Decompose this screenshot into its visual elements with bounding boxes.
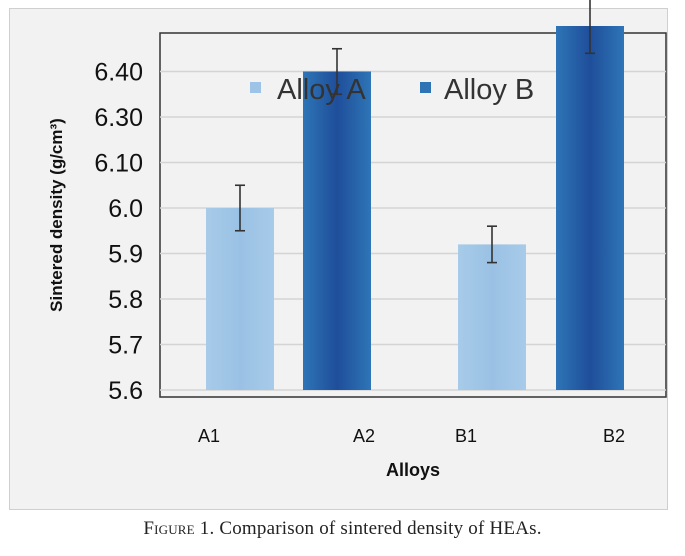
y-tick-label: 6.10	[94, 150, 143, 178]
x-axis-label: Alloys	[386, 460, 440, 480]
y-tick-labels: 5.6 5.7 5.8 5.9 6.0 6.10 6.30 6.40	[94, 59, 143, 406]
caption-text: Comparison of sintered density of HEAs.	[219, 518, 542, 539]
x-tick-label: A1	[198, 426, 220, 446]
legend-swatch	[250, 82, 261, 93]
bar-a2	[303, 71, 371, 390]
legend-label: Alloy B	[444, 74, 534, 106]
bar-a1	[206, 208, 274, 390]
y-tick-label: 6.30	[94, 104, 143, 132]
y-axis-label: Sintered density (g/cm³)	[47, 118, 66, 312]
legend-label: Alloy A	[277, 74, 366, 106]
x-tick-label: A2	[353, 426, 375, 446]
figure-caption: Figure 1. Comparison of sintered density…	[0, 518, 685, 540]
bars	[206, 26, 624, 390]
y-tick-label: 5.6	[108, 377, 143, 405]
legend-swatch	[420, 82, 431, 93]
error-bars	[235, 0, 595, 264]
caption-number: 1.	[199, 518, 215, 539]
y-tick-label: 5.9	[108, 241, 143, 269]
bar-b2	[556, 26, 624, 390]
bar-b1	[458, 244, 526, 390]
legend: Alloy A Alloy B	[250, 74, 534, 106]
y-tick-label: 5.7	[108, 332, 143, 360]
x-tick-label: B1	[455, 426, 477, 446]
bar-chart: 5.6 5.7 5.8 5.9 6.0 6.10 6.30 6.40 A1 A2 B1 B2 All…	[47, 0, 667, 480]
y-tick-label: 5.8	[108, 286, 143, 314]
caption-label: Figure	[143, 518, 195, 539]
y-tick-label: 6.0	[108, 195, 143, 223]
x-tick-labels: A1 A2 B1 B2	[198, 426, 625, 446]
y-tick-label: 6.40	[94, 59, 143, 87]
x-tick-label: B2	[603, 426, 625, 446]
